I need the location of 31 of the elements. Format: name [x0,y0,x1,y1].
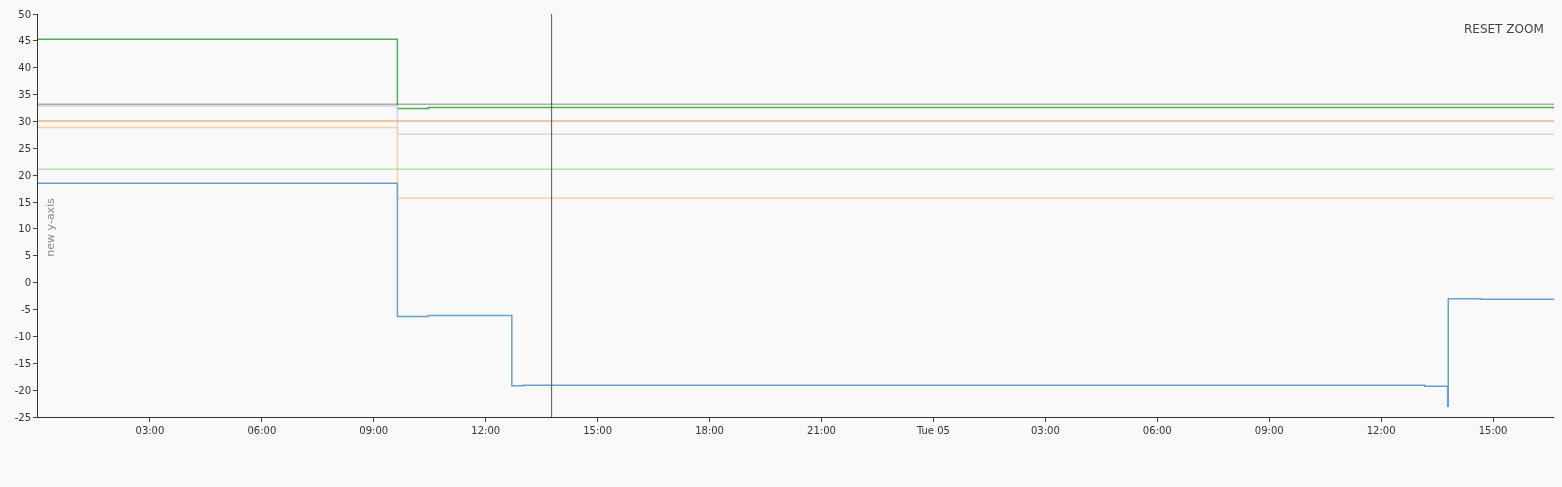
y-tick-label: 30 [18,115,31,127]
y-tick-label: 45 [18,35,31,47]
y-tick-label: 5 [24,250,31,262]
y-tick-label: 0 [24,277,31,289]
x-tick-label: Tue 05 [915,425,950,436]
x-tick-label: 18:00 [695,425,724,436]
y-tick-label: -25 [14,411,31,423]
y-tick-label: 25 [18,142,31,154]
y-tick-label: 10 [18,223,31,235]
y-tick-label: 15 [18,196,31,208]
x-tick-label: 09:00 [1254,425,1284,436]
y-axis-title: new y-axis [44,197,58,257]
annotation: RESET ZOOM [1464,22,1544,36]
y-tick-label: -10 [14,330,31,342]
x-tick-label: 12:00 [471,425,501,436]
y-tick-label: -20 [14,384,31,396]
x-tick-label: 03:00 [135,425,165,436]
x-tick-label: 03:00 [1030,425,1060,436]
y-tick-label: 35 [18,89,31,101]
y-tick-label: -15 [14,357,31,369]
y-tick-label: 20 [18,169,31,181]
x-tick-label: 06:00 [247,425,277,436]
y-tick-label: -5 [21,304,31,316]
x-tick-label: 15:00 [1478,425,1508,436]
x-tick-label: 06:00 [1142,425,1172,436]
x-tick-label: 15:00 [583,425,613,436]
y-tick-label: 40 [18,62,31,74]
y-tick-label: 50 [18,8,31,20]
x-tick-label: 12:00 [1366,425,1396,436]
x-tick-label: 09:00 [359,425,389,436]
x-tick-label: 21:00 [807,425,836,436]
